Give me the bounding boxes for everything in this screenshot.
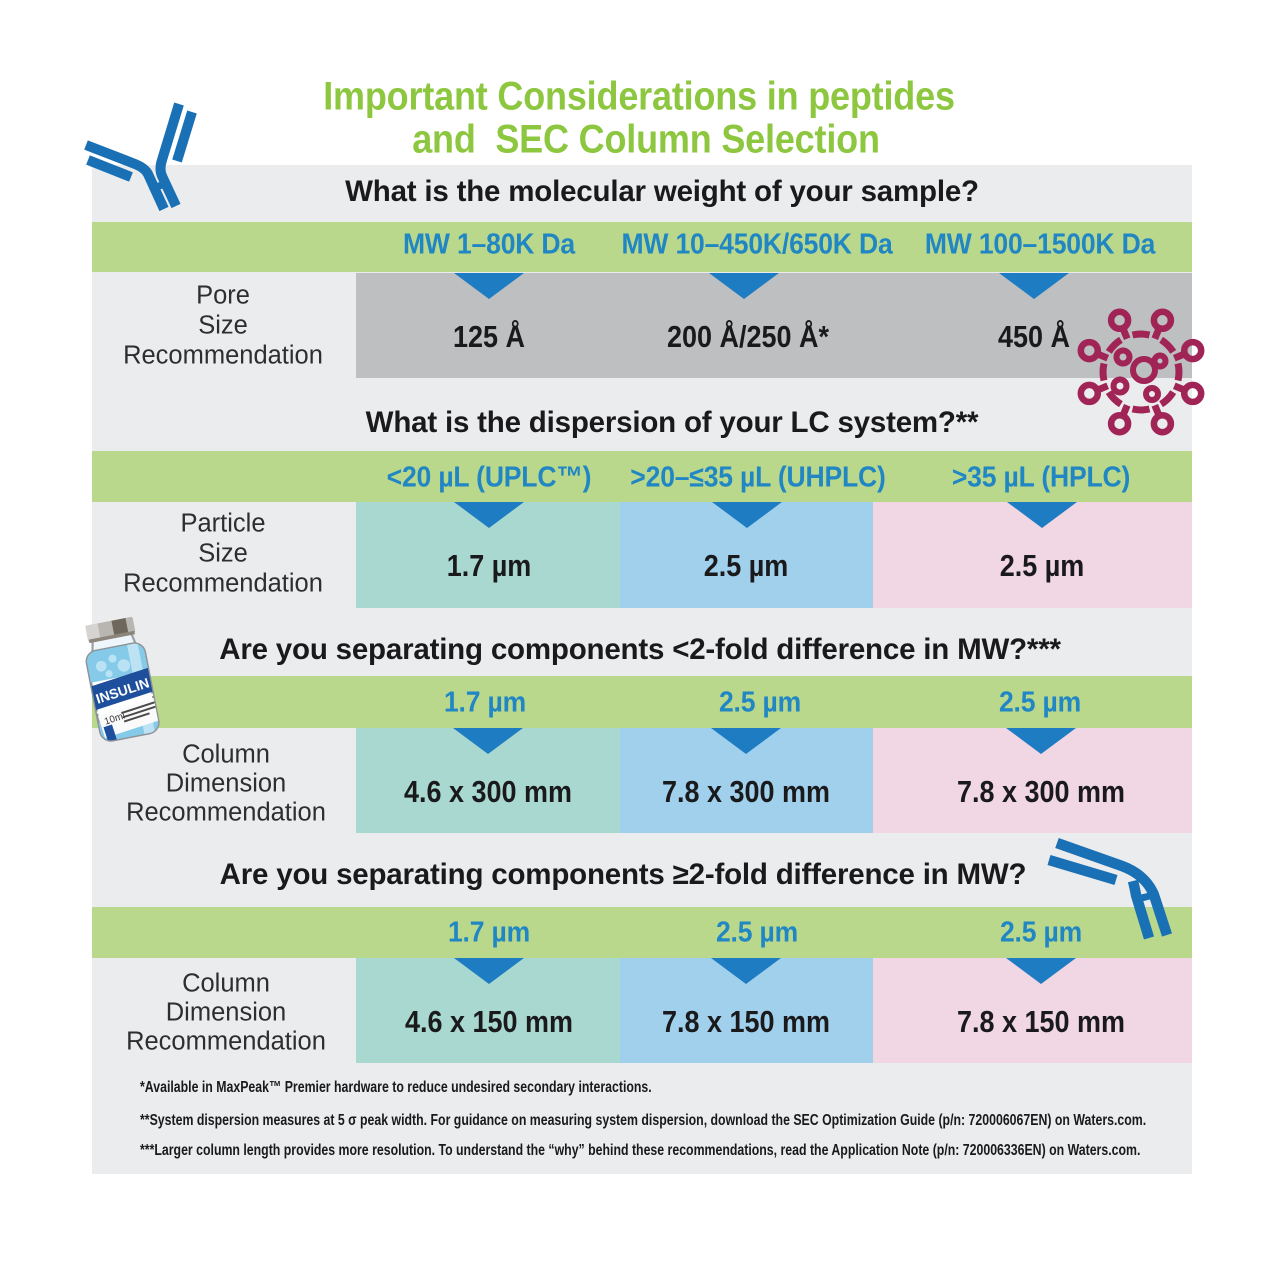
virus-icon xyxy=(1076,302,1208,447)
section1-arrow-1 xyxy=(454,273,524,299)
section3-band-label-1: 1.7 µm xyxy=(443,686,527,719)
section3-value-3: 7.8 x 300 mm xyxy=(957,774,1125,809)
section2-row-label-line2: Size xyxy=(198,539,248,568)
section2-value-1: 1.7 µm xyxy=(446,548,532,583)
title-line-2: and SEC Column Selection xyxy=(412,117,880,162)
section1-row-label-line2: Size xyxy=(198,311,248,340)
section1-arrow-3 xyxy=(999,273,1069,299)
section2-arrow-2 xyxy=(712,502,782,528)
section3-row-label-line3: Recommendation xyxy=(126,798,326,827)
section1-value-3: 450 Å xyxy=(998,319,1070,354)
footnote-3: ***Larger column length provides more re… xyxy=(140,1142,1141,1159)
section3-value-1: 4.6 x 300 mm xyxy=(404,774,572,809)
section1-arrow-2 xyxy=(709,273,779,299)
section3-band-label-2: 2.5 µm xyxy=(718,686,802,719)
insulin-vial-icon: INSULIN 10ml xyxy=(73,613,171,756)
section2-arrow-1 xyxy=(454,502,524,528)
section4-arrow-1 xyxy=(454,958,524,984)
section2-band-label-3: >35 µL (HPLC) xyxy=(951,461,1131,494)
section2-band-label-1: <20 µL (UPLC™) xyxy=(386,461,592,494)
footnote-2: **System dispersion measures at 5 σ peak… xyxy=(140,1112,1147,1129)
section2-row-label-line3: Recommendation xyxy=(123,569,323,598)
section1-row-label-line1: Pore xyxy=(196,281,250,310)
section2-value-2: 2.5 µm xyxy=(703,548,789,583)
section4-band xyxy=(92,907,1192,958)
section1-value-1: 125 Å xyxy=(453,319,525,354)
section4-band-label-3: 2.5 µm xyxy=(999,916,1083,949)
section3-arrow-2 xyxy=(711,728,781,754)
antibody-icon-right xyxy=(1040,835,1190,970)
section2-band-label-2: >20–≤35 µL (UHPLC) xyxy=(630,461,886,494)
footnote-1: *Available in MaxPeak™ Premier hardware … xyxy=(140,1079,652,1096)
section4-arrow-2 xyxy=(711,958,781,984)
section4-value-1: 4.6 x 150 mm xyxy=(405,1004,573,1039)
section2-question: What is the dispersion of your LC system… xyxy=(365,406,979,439)
section4-row-label-line1: Column xyxy=(182,969,270,998)
section1-band-label-2: MW 10–450K/650K Da xyxy=(621,228,893,261)
section1-band-label-1: MW 1–80K Da xyxy=(402,228,576,261)
section4-row-label-line2: Dimension xyxy=(165,998,287,1027)
section1-band-label-3: MW 100–1500K Da xyxy=(924,228,1156,261)
section2-row-label-line1: Particle xyxy=(180,509,266,538)
section3-row-label-line1: Column xyxy=(182,740,270,769)
title-line-1: Important Considerations in peptides xyxy=(323,74,955,119)
section1-band xyxy=(92,222,1192,272)
section2-arrow-3 xyxy=(1007,502,1077,528)
section4-question: Are you separating components ≥2-fold di… xyxy=(219,858,1027,891)
section1-question: What is the molecular weight of your sam… xyxy=(345,175,979,208)
section3-arrow-3 xyxy=(1006,728,1076,754)
section1-row-label-line3: Recommendation xyxy=(123,341,323,370)
section4-value-2: 7.8 x 150 mm xyxy=(662,1004,830,1039)
section3-question: Are you separating components <2-fold di… xyxy=(219,633,1061,666)
section3-band-label-3: 2.5 µm xyxy=(998,686,1082,719)
section4-value-3: 7.8 x 150 mm xyxy=(957,1004,1125,1039)
section4-arrow-3 xyxy=(1006,958,1076,984)
section3-arrow-1 xyxy=(453,728,523,754)
section3-row-label-line2: Dimension xyxy=(165,769,287,798)
section3-value-2: 7.8 x 300 mm xyxy=(662,774,830,809)
section1-value-2: 200 Å/250 Å* xyxy=(667,319,829,354)
section2-band xyxy=(92,451,1192,502)
section3-band xyxy=(92,676,1192,728)
antibody-icon-top-left xyxy=(78,85,208,230)
section4-band-label-2: 2.5 µm xyxy=(715,916,799,949)
section4-band-label-1: 1.7 µm xyxy=(447,916,531,949)
section4-row-label-line3: Recommendation xyxy=(126,1027,326,1056)
section2-value-3: 2.5 µm xyxy=(999,548,1085,583)
